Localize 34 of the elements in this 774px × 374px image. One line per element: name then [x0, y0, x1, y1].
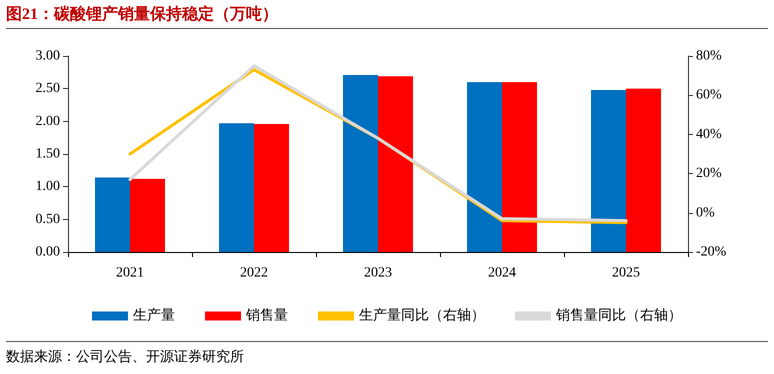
- x-tick-label: 2022: [240, 266, 268, 280]
- source-note: 数据来源：公司公告、开源证券研究所: [6, 341, 768, 366]
- bar: [254, 124, 289, 252]
- y2-tick-label: 20%: [696, 166, 722, 182]
- y-tick-label: 2.00: [36, 114, 60, 129]
- legend-label: 销售量: [245, 308, 288, 324]
- y2-tick-label: 40%: [696, 126, 722, 142]
- bar: [502, 82, 537, 252]
- y2-tick-label: 60%: [696, 88, 722, 103]
- x-tick-label: 2023: [364, 266, 392, 280]
- y2-tick-label: -20%: [696, 244, 727, 260]
- legend-label: 生产量: [133, 308, 175, 324]
- bar: [626, 88, 661, 252]
- bar: [130, 178, 165, 252]
- bar: [378, 76, 413, 252]
- y-tick-label: 0.50: [36, 212, 60, 227]
- y-tick-label: 0.00: [36, 244, 60, 260]
- legend-label: 销售量同比（右轴）: [555, 308, 682, 324]
- y-tick-label: 2.50: [36, 81, 60, 96]
- y2-tick-label: 80%: [696, 48, 722, 64]
- x-tick-label: 2024: [488, 266, 516, 280]
- x-tick-label: 2021: [116, 266, 144, 280]
- bar: [467, 82, 502, 252]
- bar: [343, 74, 378, 252]
- bar: [591, 90, 626, 252]
- y-tick-label: 1.00: [36, 179, 60, 194]
- legend-label: 生产量同比（右轴）: [359, 308, 485, 324]
- bar: [219, 123, 254, 252]
- bar: [95, 178, 130, 252]
- y-tick-label: 3.00: [36, 48, 60, 64]
- chart-title: 图21：碳酸锂产销量保持稳定（万吨）: [6, 2, 768, 29]
- y-tick-label: 1.50: [36, 146, 60, 162]
- y2-tick-label: 0%: [696, 205, 715, 220]
- x-tick-label: 2025: [612, 266, 640, 280]
